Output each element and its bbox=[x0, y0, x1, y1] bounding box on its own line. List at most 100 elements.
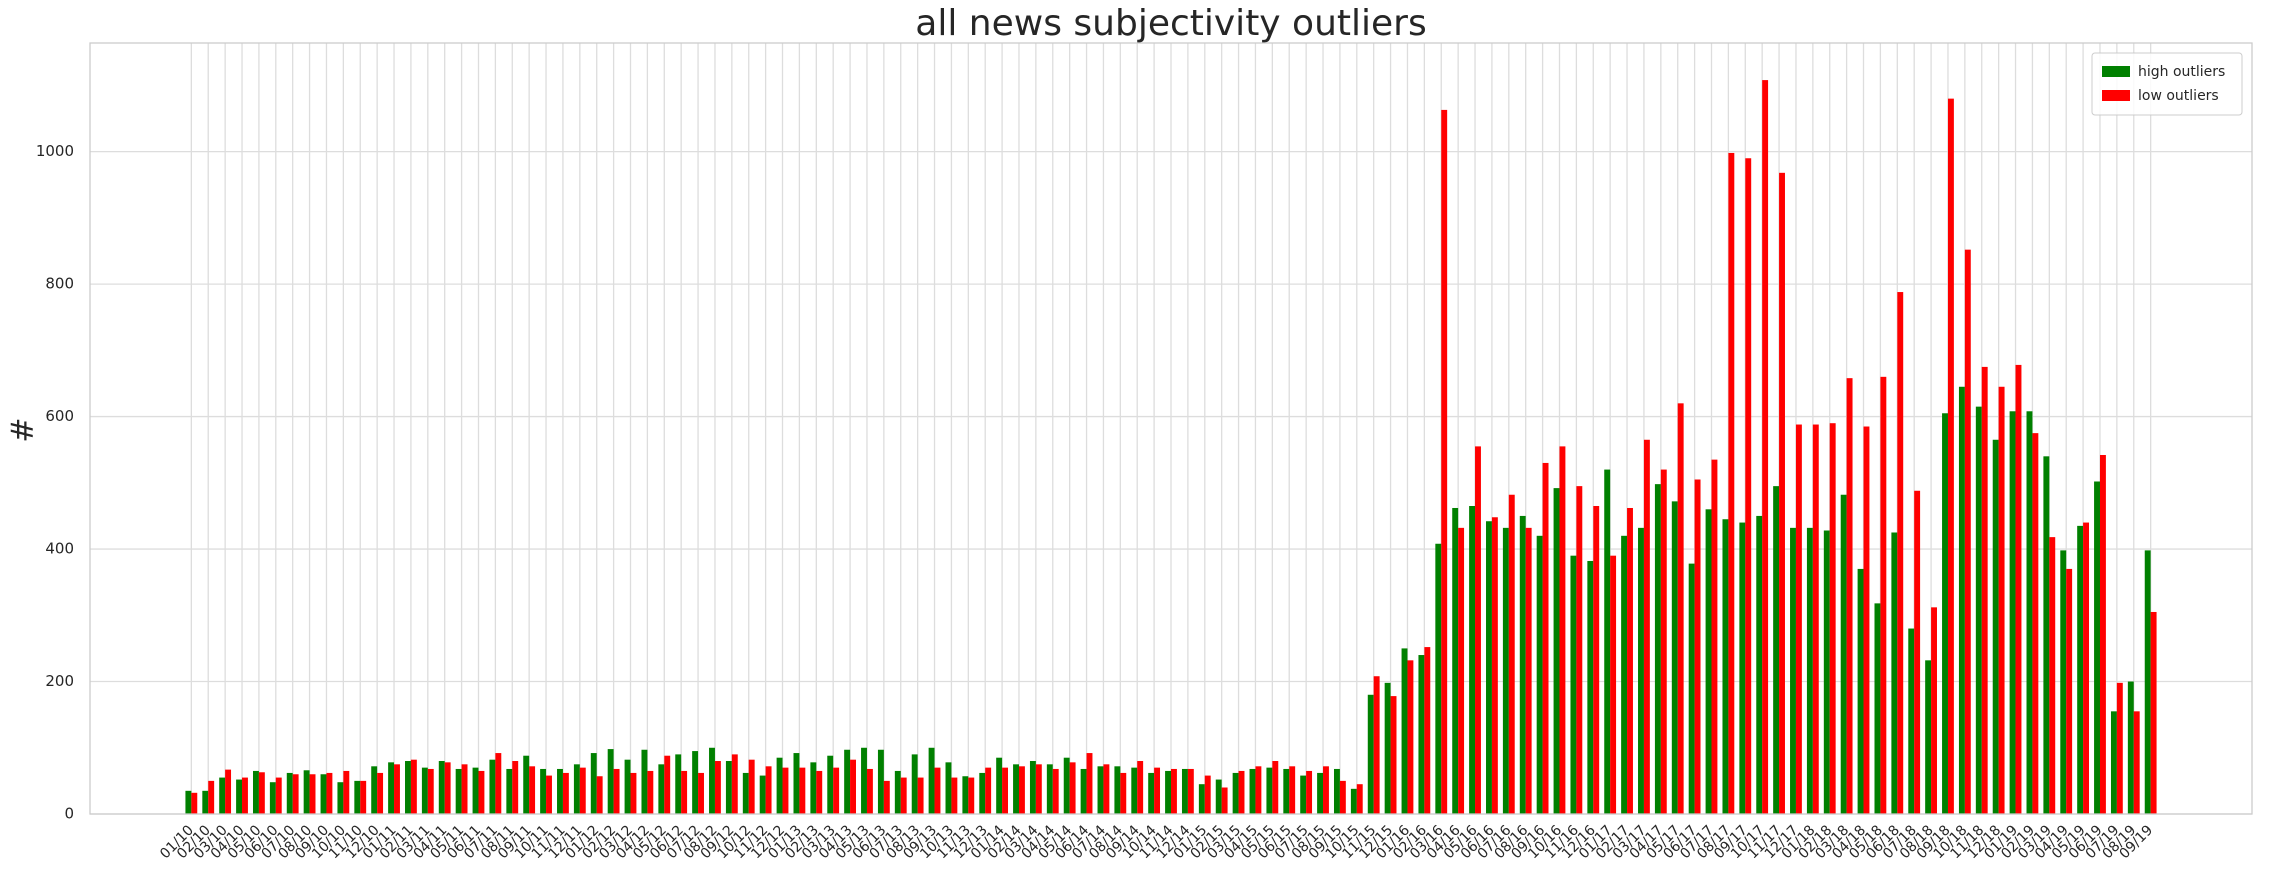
bar bbox=[579, 767, 586, 814]
bar bbox=[1165, 770, 1171, 814]
bar bbox=[945, 762, 952, 814]
bar bbox=[337, 782, 344, 814]
bar bbox=[1232, 772, 1239, 814]
bar bbox=[2094, 481, 2100, 814]
bar bbox=[1745, 158, 1752, 815]
y-tick-label: 800 bbox=[45, 275, 74, 293]
bar bbox=[1508, 494, 1515, 814]
bar bbox=[1103, 764, 1110, 814]
bar bbox=[759, 775, 766, 814]
bar bbox=[917, 777, 924, 814]
bar bbox=[1604, 469, 1611, 814]
bar bbox=[714, 761, 721, 814]
bar bbox=[2127, 681, 2134, 814]
bar bbox=[529, 766, 536, 814]
bar bbox=[2032, 433, 2039, 814]
bar bbox=[1013, 764, 1019, 814]
bar bbox=[928, 747, 935, 814]
bar bbox=[1739, 522, 1746, 814]
bar bbox=[833, 767, 840, 814]
bar bbox=[1272, 761, 1279, 814]
bar bbox=[1671, 501, 1678, 814]
bar bbox=[2026, 411, 2033, 814]
plot-frame bbox=[89, 42, 2253, 815]
bar bbox=[1643, 439, 1650, 814]
bar bbox=[354, 780, 361, 814]
bar bbox=[236, 779, 243, 814]
y-tick-label: 200 bbox=[45, 672, 74, 690]
bar bbox=[303, 770, 310, 814]
bar bbox=[1502, 527, 1509, 814]
legend-swatch bbox=[2102, 66, 2130, 77]
bar bbox=[2049, 537, 2056, 814]
bar bbox=[1677, 403, 1684, 814]
bar bbox=[782, 767, 789, 814]
bar bbox=[2150, 611, 2157, 814]
bar bbox=[320, 774, 327, 814]
bar bbox=[1486, 521, 1492, 814]
bar bbox=[900, 777, 907, 814]
legend: high outliers low outliers bbox=[2091, 52, 2243, 116]
bar bbox=[1063, 757, 1070, 814]
bar bbox=[596, 776, 603, 814]
bar bbox=[1812, 424, 1819, 814]
bar bbox=[1367, 694, 1374, 814]
bar bbox=[2060, 550, 2067, 814]
bar bbox=[1992, 439, 1999, 814]
legend-frame bbox=[2091, 52, 2243, 116]
bar bbox=[405, 761, 411, 814]
bar bbox=[1204, 775, 1211, 814]
bar bbox=[1773, 486, 1780, 814]
bar bbox=[793, 753, 800, 814]
bar bbox=[1536, 535, 1543, 814]
chart-title: all news subjectivity outliers bbox=[915, 3, 1426, 44]
bar bbox=[692, 751, 699, 814]
bar bbox=[252, 770, 259, 814]
bar bbox=[1525, 527, 1532, 814]
y-tick-label: 1000 bbox=[36, 142, 74, 160]
bar bbox=[208, 780, 215, 814]
bar bbox=[1491, 517, 1498, 814]
bar bbox=[1401, 648, 1408, 814]
bar bbox=[985, 767, 992, 814]
bar bbox=[1660, 469, 1667, 814]
bar bbox=[1035, 764, 1042, 814]
bar bbox=[461, 764, 468, 814]
legend-label: high outliers bbox=[2138, 64, 2225, 80]
bar bbox=[1593, 505, 1600, 814]
bar bbox=[776, 757, 783, 814]
y-tick-label: 600 bbox=[45, 407, 74, 425]
bar bbox=[1621, 535, 1628, 814]
bar bbox=[1891, 532, 1898, 814]
bar bbox=[1356, 784, 1363, 814]
bar bbox=[883, 780, 890, 814]
bar bbox=[1390, 696, 1397, 814]
bar bbox=[1339, 780, 1346, 814]
bar bbox=[1131, 767, 1138, 814]
bar bbox=[1762, 80, 1769, 815]
bar bbox=[1711, 459, 1718, 814]
bar bbox=[1221, 787, 1228, 814]
bar bbox=[765, 766, 772, 814]
bar bbox=[1914, 490, 1921, 814]
bar bbox=[1238, 770, 1245, 814]
bar bbox=[725, 761, 732, 814]
bar bbox=[1553, 488, 1560, 814]
bar bbox=[478, 770, 485, 814]
bar bbox=[1435, 543, 1442, 814]
bar bbox=[2099, 454, 2106, 814]
bar bbox=[911, 754, 918, 814]
bar bbox=[1947, 98, 1954, 815]
bar bbox=[850, 759, 856, 814]
bar bbox=[1806, 527, 1813, 814]
bar bbox=[1627, 507, 1633, 814]
bar bbox=[827, 755, 834, 814]
bar bbox=[540, 768, 547, 814]
bar bbox=[258, 772, 265, 814]
bar bbox=[573, 764, 580, 814]
bar bbox=[951, 777, 958, 814]
bar bbox=[1846, 378, 1853, 814]
bar bbox=[1187, 768, 1194, 814]
bar bbox=[1857, 568, 1864, 814]
series-0 bbox=[185, 386, 2151, 814]
